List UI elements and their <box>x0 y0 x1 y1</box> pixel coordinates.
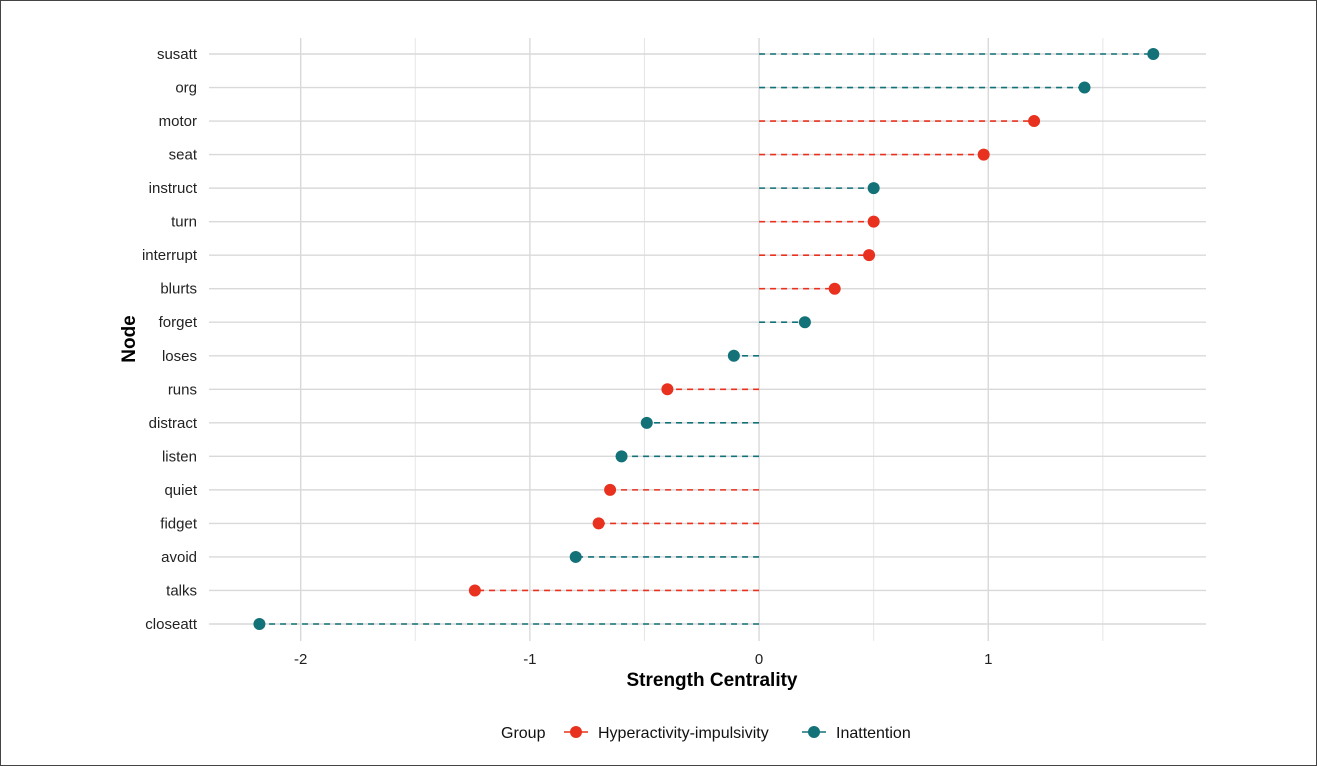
legend-key-hyperactivity <box>564 726 588 738</box>
y-axis-title: Node <box>119 315 140 363</box>
y-tick-labels: susatt org motor seat instruct turn interrupt b… <box>142 46 198 633</box>
point-org <box>1078 81 1091 94</box>
point-closeatt <box>253 618 266 630</box>
x-axis-title: Strength Centrality <box>626 670 797 691</box>
point-fidget <box>592 517 605 530</box>
legend: Group Hyperactivity-impulsivity Inattent… <box>501 725 911 742</box>
point-quiet <box>604 483 617 496</box>
y-tick-label-interrupt: interrupt <box>142 247 198 264</box>
lollipop-segments <box>259 53 1154 625</box>
point-interrupt <box>863 249 876 262</box>
x-tick-label: 1 <box>984 651 992 668</box>
y-tick-label-quiet: quiet <box>164 482 197 499</box>
y-tick-label-blurts: blurts <box>160 281 197 298</box>
legend-key-inattention <box>802 726 826 738</box>
y-tick-label-avoid: avoid <box>161 549 197 566</box>
y-tick-label-talks: talks <box>166 582 197 599</box>
y-tick-label-susatt: susatt <box>157 46 198 63</box>
y-tick-label-seat: seat <box>169 147 198 164</box>
y-tick-label-forget: forget <box>159 314 198 331</box>
grid-minor <box>414 38 1104 641</box>
x-tick-label: -2 <box>294 651 307 668</box>
legend-label-hyperactivity: Hyperactivity-impulsivity <box>598 725 769 742</box>
y-tick-label-instruct: instruct <box>149 180 198 197</box>
y-tick-label-loses: loses <box>162 348 197 365</box>
y-tick-label-fidget: fidget <box>160 515 198 532</box>
point-runs <box>661 383 674 396</box>
point-motor <box>1028 115 1041 128</box>
y-tick-label-closeatt: closeatt <box>145 616 198 633</box>
point-listen <box>615 450 628 463</box>
lollipop-points <box>253 48 1160 630</box>
point-talks <box>468 584 481 597</box>
y-tick-label-turn: turn <box>171 214 197 231</box>
point-forget <box>798 316 811 329</box>
legend-label-inattention: Inattention <box>836 725 911 742</box>
y-tick-label-listen: listen <box>162 448 197 465</box>
y-tick-label-distract: distract <box>149 415 198 432</box>
point-seat <box>977 148 990 161</box>
point-susatt <box>1147 48 1160 60</box>
x-tick-labels: -2 -1 0 1 <box>294 651 992 668</box>
point-turn <box>867 215 880 228</box>
legend-title: Group <box>501 725 546 742</box>
point-blurts <box>828 282 841 295</box>
y-tick-label-motor: motor <box>159 113 197 130</box>
point-loses <box>727 349 740 362</box>
y-tick-label-runs: runs <box>168 381 197 398</box>
point-distract <box>640 416 653 429</box>
point-instruct <box>867 182 880 195</box>
x-tick-label: 0 <box>755 651 763 668</box>
grid-major <box>209 38 1206 641</box>
y-tick-label-org: org <box>175 80 197 97</box>
point-avoid <box>569 550 582 563</box>
x-tick-label: -1 <box>523 651 536 668</box>
